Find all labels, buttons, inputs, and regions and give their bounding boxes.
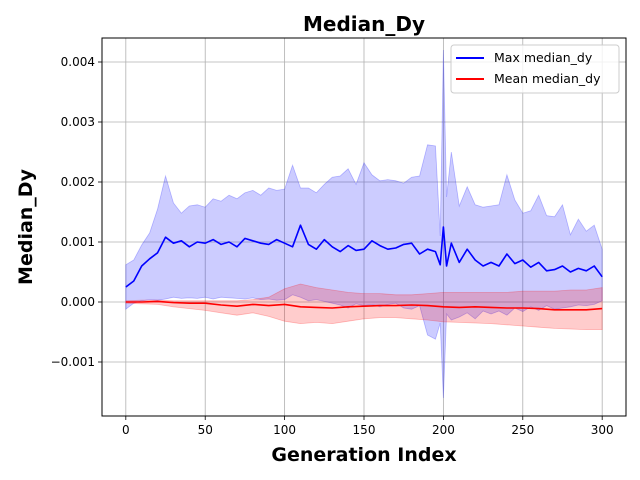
- y-axis-label: Median_Dy: [15, 168, 37, 285]
- chart-title: Median_Dy: [303, 12, 425, 36]
- legend-label-max: Max median_dy: [494, 50, 593, 65]
- x-axis-label: Generation Index: [271, 444, 456, 466]
- grid-layer: [102, 38, 626, 416]
- x-tick-label: 0: [122, 423, 130, 437]
- legend: Max median_dy Mean median_dy: [450, 44, 620, 94]
- y-tick-label: −0.001: [51, 355, 95, 369]
- legend-label-mean: Mean median_dy: [494, 71, 601, 86]
- y-tick-label: 0.004: [61, 55, 95, 69]
- x-axis-ticks: 0 50 100 150 200 250 300: [122, 416, 614, 437]
- x-tick-label: 200: [432, 423, 455, 437]
- x-tick-label: 100: [273, 423, 296, 437]
- x-tick-label: 50: [198, 423, 213, 437]
- line-layer: [125, 224, 603, 311]
- y-tick-label: 0.002: [61, 175, 95, 189]
- x-tick-label: 250: [511, 423, 534, 437]
- x-tick-label: 150: [353, 423, 376, 437]
- y-tick-label: 0.001: [61, 235, 95, 249]
- legend-box: [450, 44, 620, 94]
- y-tick-label: 0.003: [61, 115, 95, 129]
- y-tick-label: 0.000: [61, 295, 95, 309]
- line-max: [125, 224, 603, 288]
- y-axis-ticks: −0.001 0.000 0.001 0.002 0.003 0.004: [51, 55, 102, 369]
- x-tick-label: 300: [591, 423, 614, 437]
- band-max: [125, 49, 603, 399]
- line-mean: [125, 300, 603, 311]
